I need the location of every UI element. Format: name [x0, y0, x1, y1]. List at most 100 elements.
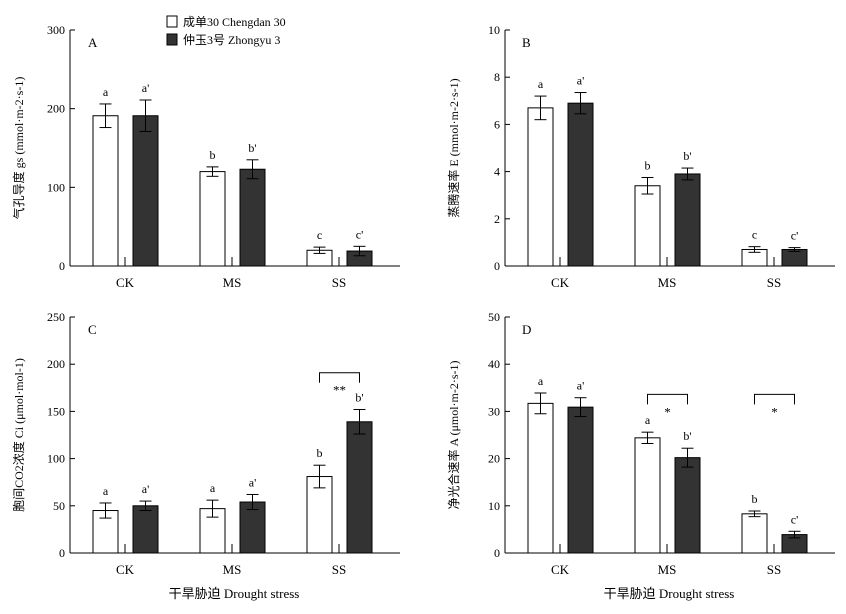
y-tick-label: 0 — [494, 546, 500, 560]
panel-label: D — [522, 322, 531, 337]
bar-chengdan30-ss — [306, 476, 333, 554]
panel-label: B — [522, 35, 531, 50]
y-tick-label: 200 — [47, 102, 65, 116]
y-tick-label: 50 — [488, 310, 500, 324]
significance-letter: b — [210, 148, 216, 162]
panel-d: 0 10 20 30 40 50 CK MS SS D 净光合速率 A (μmol·m-2·s-1)… — [446, 310, 835, 577]
y-tick-label: 0 — [59, 259, 65, 273]
significance-letter: c' — [791, 512, 799, 526]
x-tick-label-ck: CK — [551, 562, 570, 577]
y-tick-label: 100 — [47, 180, 65, 194]
bar-chengdan30-ms — [199, 171, 226, 267]
x-tick-label-ss: SS — [767, 275, 781, 290]
significance-letter: a' — [249, 475, 257, 489]
significance-letter: b — [752, 492, 758, 506]
legend-label-zhongyu3: 仲玉3号 Zhongyu 3 — [183, 33, 280, 47]
y-tick-label: 10 — [488, 23, 500, 37]
significance-letter: c' — [356, 227, 364, 241]
bar-chengdan30-ck — [92, 115, 119, 267]
y-tick-label: 0 — [59, 546, 65, 560]
y-tick-label: 30 — [488, 404, 500, 418]
significance-letter: a — [538, 77, 544, 91]
significance-letter: a' — [577, 74, 585, 88]
bar-chengdan30-ms — [634, 437, 661, 554]
significance-letter: a' — [577, 379, 585, 393]
bar-zhongyu3-ms — [239, 501, 266, 554]
significance-bracket — [754, 393, 795, 405]
y-tick-label: 40 — [488, 357, 500, 371]
bar-zhongyu3-ms — [239, 168, 266, 267]
x-tick-label-ms: MS — [658, 275, 677, 290]
x-tick-label-ss: SS — [767, 562, 781, 577]
x-tick-label-ss: SS — [332, 562, 346, 577]
x-axis-label-left: 干旱胁迫 Drought stress — [169, 586, 300, 601]
y-tick-label: 4 — [494, 165, 500, 179]
y-tick-label: 2 — [494, 212, 500, 226]
legend-swatch-chengdan30 — [166, 15, 178, 28]
bar-chengdan30-ms — [634, 185, 661, 267]
significance-letter: b — [317, 446, 323, 460]
significance-letter: b' — [248, 141, 256, 155]
x-tick-label-ms: MS — [223, 275, 242, 290]
significance-letter: a — [103, 484, 109, 498]
y-tick-label: 50 — [53, 499, 65, 513]
panel-a: 0 100 200 300 CK MS SS A 气孔导度 gs (mmol·m-2·s-1) a… — [11, 23, 400, 290]
y-axis-label: 蒸腾速率 E (mmol·m-2·s-1) — [446, 78, 461, 217]
significance-letter: a — [645, 413, 651, 427]
significance-bracket — [647, 393, 688, 405]
legend: 成单30 Chengdan 30 仲玉3号 Zhongyu 3 — [166, 15, 286, 47]
significance-letter: b' — [683, 429, 691, 443]
significance-letter: a' — [142, 482, 150, 496]
x-axis-label-right: 干旱胁迫 Drought stress — [604, 586, 735, 601]
significance-letter: a — [210, 481, 216, 495]
bar-zhongyu3-ck — [567, 406, 594, 554]
bar-zhongyu3-ss — [781, 248, 808, 267]
significance-letter: b' — [355, 391, 363, 405]
y-axis-label: 胞间CO2浓度 Ci (μmol·mol-1) — [11, 358, 26, 512]
bar-chengdan30-ck — [527, 402, 554, 554]
significance-stars: ** — [333, 383, 346, 398]
x-tick-label-ms: MS — [223, 562, 242, 577]
y-tick-label: 10 — [488, 499, 500, 513]
significance-bracket — [319, 372, 360, 383]
significance-stars: * — [771, 404, 778, 419]
significance-letter: c — [317, 228, 322, 242]
significance-letter: a' — [142, 81, 150, 95]
bar-chengdan30-ck — [527, 107, 554, 267]
x-tick-label-ck: CK — [551, 275, 570, 290]
y-tick-label: 150 — [47, 404, 65, 418]
y-axis-label: 气孔导度 gs (mmol·m-2·s-1) — [11, 77, 26, 220]
significance-stars: * — [664, 404, 671, 419]
y-tick-label: 0 — [494, 259, 500, 273]
x-tick-label-ck: CK — [116, 562, 135, 577]
significance-letter: b' — [683, 149, 691, 163]
legend-label-chengdan30: 成单30 Chengdan 30 — [183, 15, 286, 29]
legend-swatch-zhongyu3 — [166, 33, 178, 46]
panel-b: 0 2 4 6 8 10 CK MS SS B 蒸腾速率 E (mmol·m-2·s-1) a b c a'… — [446, 23, 835, 290]
bar-zhongyu3-ck — [567, 102, 594, 267]
significance-letter: a — [538, 374, 544, 388]
bar-chengdan30-ss — [741, 513, 768, 554]
y-tick-label: 8 — [494, 70, 500, 84]
y-tick-label: 250 — [47, 310, 65, 324]
panel-label: C — [88, 322, 97, 337]
significance-letter: b — [645, 159, 651, 173]
y-tick-label: 100 — [47, 452, 65, 466]
y-tick-label: 20 — [488, 452, 500, 466]
significance-letter: c' — [791, 229, 799, 243]
significance-letter: c — [752, 228, 757, 242]
x-tick-label-ms: MS — [658, 562, 677, 577]
y-tick-label: 6 — [494, 117, 500, 131]
bar-zhongyu3-ss — [346, 421, 373, 554]
bar-zhongyu3-ck — [132, 115, 159, 267]
panel-label: A — [88, 35, 98, 50]
y-tick-label: 300 — [47, 23, 65, 37]
bar-zhongyu3-ms — [674, 457, 701, 554]
bar-zhongyu3-ms — [674, 173, 701, 267]
panel-c: 0 50 100 150 200 250 CK MS SS C 胞间CO2浓度 Ci (μmol·m… — [11, 310, 400, 577]
bar-zhongyu3-ck — [132, 505, 159, 554]
y-axis-label: 净光合速率 A (μmol·m-2·s-1) — [446, 360, 461, 509]
x-tick-label-ck: CK — [116, 275, 135, 290]
